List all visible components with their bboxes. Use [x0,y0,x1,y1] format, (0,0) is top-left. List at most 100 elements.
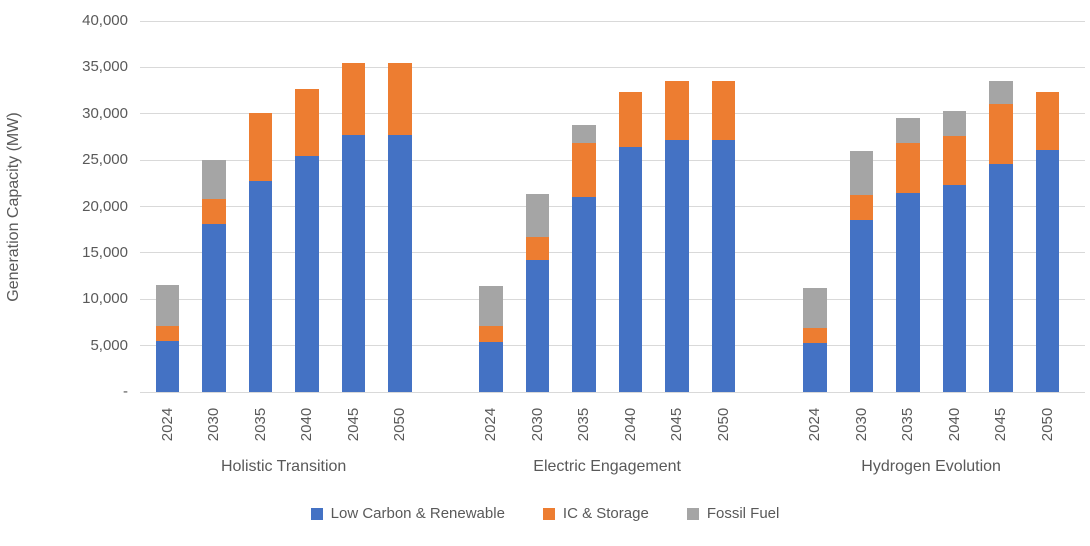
legend-swatch-low_carbon [310,507,323,520]
bar-segment-low_carbon [618,147,643,392]
x-tick-label-text: 2024 [806,407,824,441]
y-tick-label: 30,000 [82,104,128,122]
x-tick-label-text: 2045 [992,407,1010,441]
bar-segment-ic_storage [942,136,967,186]
bar-segment-ic_storage [572,143,596,198]
bar-segment-low_carbon [341,135,366,392]
gridline [140,206,1085,207]
x-tick-label-text: 2024 [482,407,500,441]
bar-segment-low_carbon [711,139,736,392]
bar-segment-ic_storage [989,104,1013,164]
x-tick-label-text: 2024 [158,407,176,441]
bar-segment-low_carbon [202,224,226,392]
bar-segment-fossil_fuel [525,193,550,238]
bar-segment-low_carbon [1035,149,1060,392]
bar-segment-ic_storage [711,81,736,140]
bar-segment-ic_storage [388,62,412,136]
gridline [140,66,1085,68]
x-tick-label-text: 2030 [852,407,870,441]
legend-label: Fossil Fuel [706,505,780,522]
bar-segment-fossil_fuel [942,110,967,137]
x-tick-label-text: 2040 [298,407,316,441]
y-tick-label: 40,000 [82,12,128,29]
legend: Low Carbon & Renewable IC & Storage Fossil… [0,505,1090,522]
group-label: Hydrogen Evolution [861,458,1001,475]
group-label: Holistic Transition [220,458,347,475]
bar-segment-low_carbon [572,197,596,392]
legend-item-low_carbon: Low Carbon & Renewable [310,505,505,522]
bar-segment-ic_storage [295,88,319,157]
bar-segment-low_carbon [942,185,967,392]
y-tick-label: 35,000 [82,58,128,76]
gridline [140,113,1085,115]
bar-segment-ic_storage [155,326,179,341]
bar-segment-ic_storage [618,92,643,148]
y-tick-label: - [123,383,128,400]
bar-segment-ic_storage [896,142,920,193]
plot-area [140,20,1085,393]
bar-segment-ic_storage [525,237,550,261]
x-tick-label: 2050 [694,395,754,453]
x-tick-label-text: 2050 [391,407,409,441]
legend-label: Low Carbon & Renewable [330,505,505,522]
bar-segment-low_carbon [248,181,273,392]
legend-swatch-ic_storage [542,507,555,520]
bar-segment-low_carbon [989,163,1013,392]
bar-segment-low_carbon [388,135,412,392]
gridline [140,345,1085,347]
gridline [140,298,1085,300]
x-tick-label: 2050 [370,395,430,453]
y-tick-label: 20,000 [82,197,128,215]
legend-item-ic_storage: IC & Storage [542,505,649,522]
x-tick-label: 2050 [1018,395,1078,453]
legend-item-fossil_fuel: Fossil Fuel [686,505,780,522]
x-tick-label-text: 2050 [715,407,732,441]
bar-segment-low_carbon [849,219,874,392]
bar-segment-fossil_fuel [803,288,827,329]
bar-segment-low_carbon [665,139,689,392]
bar-segment-low_carbon [803,342,827,392]
legend-swatch-fossil_fuel [686,507,699,520]
bar-segment-fossil_fuel [896,118,920,143]
bar-segment-fossil_fuel [572,124,596,144]
bar-segment-ic_storage [1035,91,1060,150]
gridline [140,252,1085,254]
bar-segment-fossil_fuel [989,81,1013,105]
x-tick-label-text: 2050 [1039,407,1056,441]
gridline [140,20,1085,22]
bar-segment-fossil_fuel [849,150,874,196]
legend-label: IC & Storage [562,505,649,522]
x-tick-label-text: 2045 [668,407,686,441]
y-tick-label: 10,000 [82,290,128,308]
bar-segment-ic_storage [202,199,226,225]
bar-segment-ic_storage [479,326,503,342]
bar-segment-fossil_fuel [479,286,503,327]
x-tick-label-text: 2035 [899,407,917,441]
bar-segment-low_carbon [155,341,179,392]
bar-segment-ic_storage [341,62,366,136]
x-tick-label-text: 2040 [621,407,639,441]
y-tick-label: 15,000 [82,243,128,261]
group-label: Electric Engagement [533,458,681,475]
bar-segment-ic_storage [849,195,874,220]
x-tick-label-text: 2045 [344,407,362,441]
bar-segment-ic_storage [248,112,273,182]
bar-segment-low_carbon [525,260,550,392]
bar-segment-low_carbon [295,156,319,392]
gridline [140,159,1085,161]
y-tick-label: 25,000 [82,151,128,169]
bar-segment-ic_storage [803,328,827,343]
bar-segment-low_carbon [479,341,503,392]
x-tick-label-text: 2035 [251,407,269,441]
x-tick-label-text: 2030 [528,407,546,441]
bar-segment-ic_storage [665,81,689,140]
x-tick-label-text: 2030 [205,407,223,441]
bar-segment-fossil_fuel [155,285,179,327]
x-tick-label-text: 2040 [945,407,963,441]
gridline [140,391,1085,393]
bar-segment-fossil_fuel [202,160,226,200]
bar-segment-low_carbon [896,192,920,392]
x-tick-label-text: 2035 [575,407,593,441]
y-tick-label: 5,000 [90,336,128,354]
